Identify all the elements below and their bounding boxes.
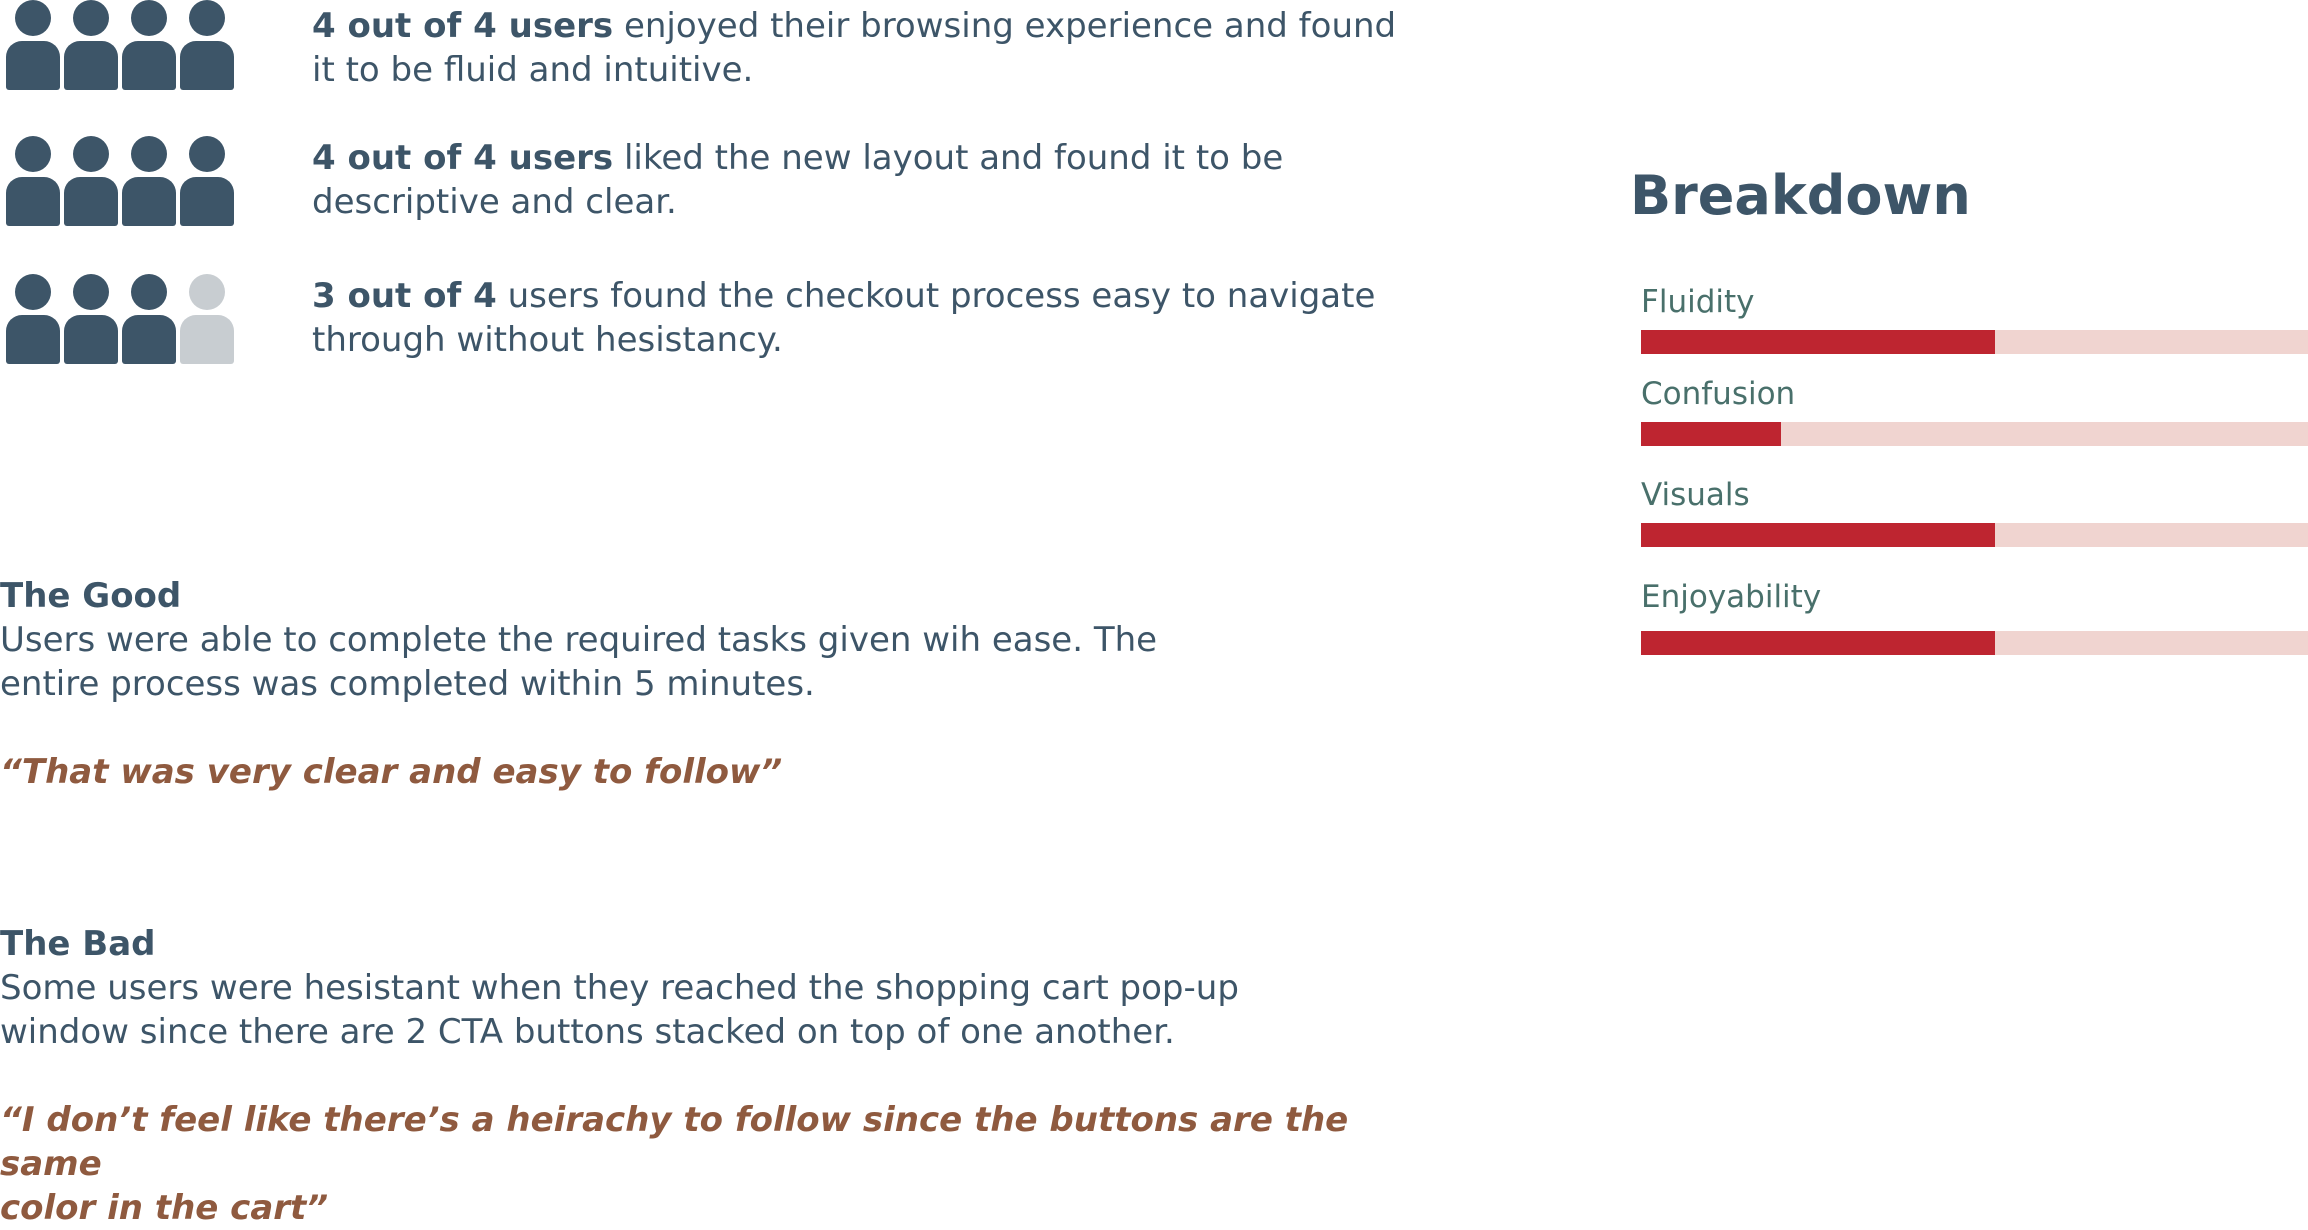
bad-body-line: window since there are 2 CTA buttons sta… xyxy=(0,1012,1175,1052)
user-group xyxy=(6,0,238,90)
good-body-line: Users were able to complete the required… xyxy=(0,620,1158,660)
metric-enjoyability: Enjoyability xyxy=(1641,577,2308,657)
user-group xyxy=(6,274,238,364)
user-icon xyxy=(64,274,120,364)
metric-bar-track xyxy=(1641,631,2308,655)
metric-bar-track xyxy=(1641,523,2308,547)
stat-text: 4 out of 4 users enjoyed their browsing … xyxy=(312,4,1432,92)
metric-fluidity: Fluidity xyxy=(1641,282,2308,362)
metric-bar-track xyxy=(1641,330,2308,354)
metric-confusion: Confusion xyxy=(1641,374,2308,454)
bad-body-line: Some users were hesistant when they reac… xyxy=(0,968,1239,1008)
user-icon xyxy=(180,274,236,364)
stat-row: 4 out of 4 users enjoyed their browsing … xyxy=(0,0,1440,100)
stat-line: it to be fluid and intuitive. xyxy=(312,50,754,90)
good-quote: “That was very clear and easy to follow” xyxy=(0,752,783,792)
stat-row: 3 out of 4 users found the checkout proc… xyxy=(0,274,1440,374)
good-heading: The Good xyxy=(0,576,182,616)
user-icon xyxy=(180,0,236,90)
stat-text: 4 out of 4 users liked the new layout an… xyxy=(312,136,1432,224)
metric-label: Confusion xyxy=(1641,376,1796,412)
breakdown-title: Breakdown xyxy=(1630,164,1971,227)
good-body-line: entire process was completed within 5 mi… xyxy=(0,664,815,704)
bad-quote: “I don’t feel like there’s a heirachy to… xyxy=(0,1098,1420,1230)
metric-visuals: Visuals xyxy=(1641,475,2308,555)
user-icon xyxy=(122,136,178,226)
user-icon xyxy=(6,136,62,226)
stat-line: through without hesistancy. xyxy=(312,320,783,360)
stat-row: 4 out of 4 users liked the new layout an… xyxy=(0,136,1440,236)
stat-line: enjoyed their browsing experience and fo… xyxy=(613,6,1397,46)
good-section: The Good Users were able to complete the… xyxy=(0,574,1420,794)
stat-line: users found the checkout process easy to… xyxy=(496,276,1376,316)
metric-bar-fill xyxy=(1641,631,1995,655)
user-icon xyxy=(122,0,178,90)
metric-bar-fill xyxy=(1641,330,1995,354)
bad-body: Some users were hesistant when they reac… xyxy=(0,966,1420,1054)
user-icon xyxy=(6,0,62,90)
metric-label: Fluidity xyxy=(1641,284,1755,320)
metric-label: Enjoyability xyxy=(1641,579,1822,615)
metric-label: Visuals xyxy=(1641,477,1750,513)
user-icon xyxy=(122,274,178,364)
stat-text: 3 out of 4 users found the checkout proc… xyxy=(312,274,1432,362)
stat-emphasis: 3 out of 4 xyxy=(312,276,497,316)
user-icon xyxy=(180,136,236,226)
stat-emphasis: 4 out of 4 users xyxy=(312,138,614,178)
stat-emphasis: 4 out of 4 users xyxy=(312,6,614,46)
user-icon xyxy=(64,136,120,226)
good-body: Users were able to complete the required… xyxy=(0,618,1420,706)
stat-line: descriptive and clear. xyxy=(312,182,677,222)
user-icon xyxy=(6,274,62,364)
metric-bar-fill xyxy=(1641,422,1782,446)
metric-bar-track xyxy=(1641,422,2308,446)
user-icon xyxy=(64,0,120,90)
stat-line: liked the new layout and found it to be xyxy=(613,138,1284,178)
bad-quote-line: color in the cart” xyxy=(0,1188,329,1228)
bad-section: The Bad Some users were hesistant when t… xyxy=(0,922,1420,1230)
user-group xyxy=(6,136,238,226)
bad-heading: The Bad xyxy=(0,924,156,964)
bad-quote-line: “I don’t feel like there’s a heirachy to… xyxy=(0,1100,1349,1184)
metric-bar-fill xyxy=(1641,523,1995,547)
